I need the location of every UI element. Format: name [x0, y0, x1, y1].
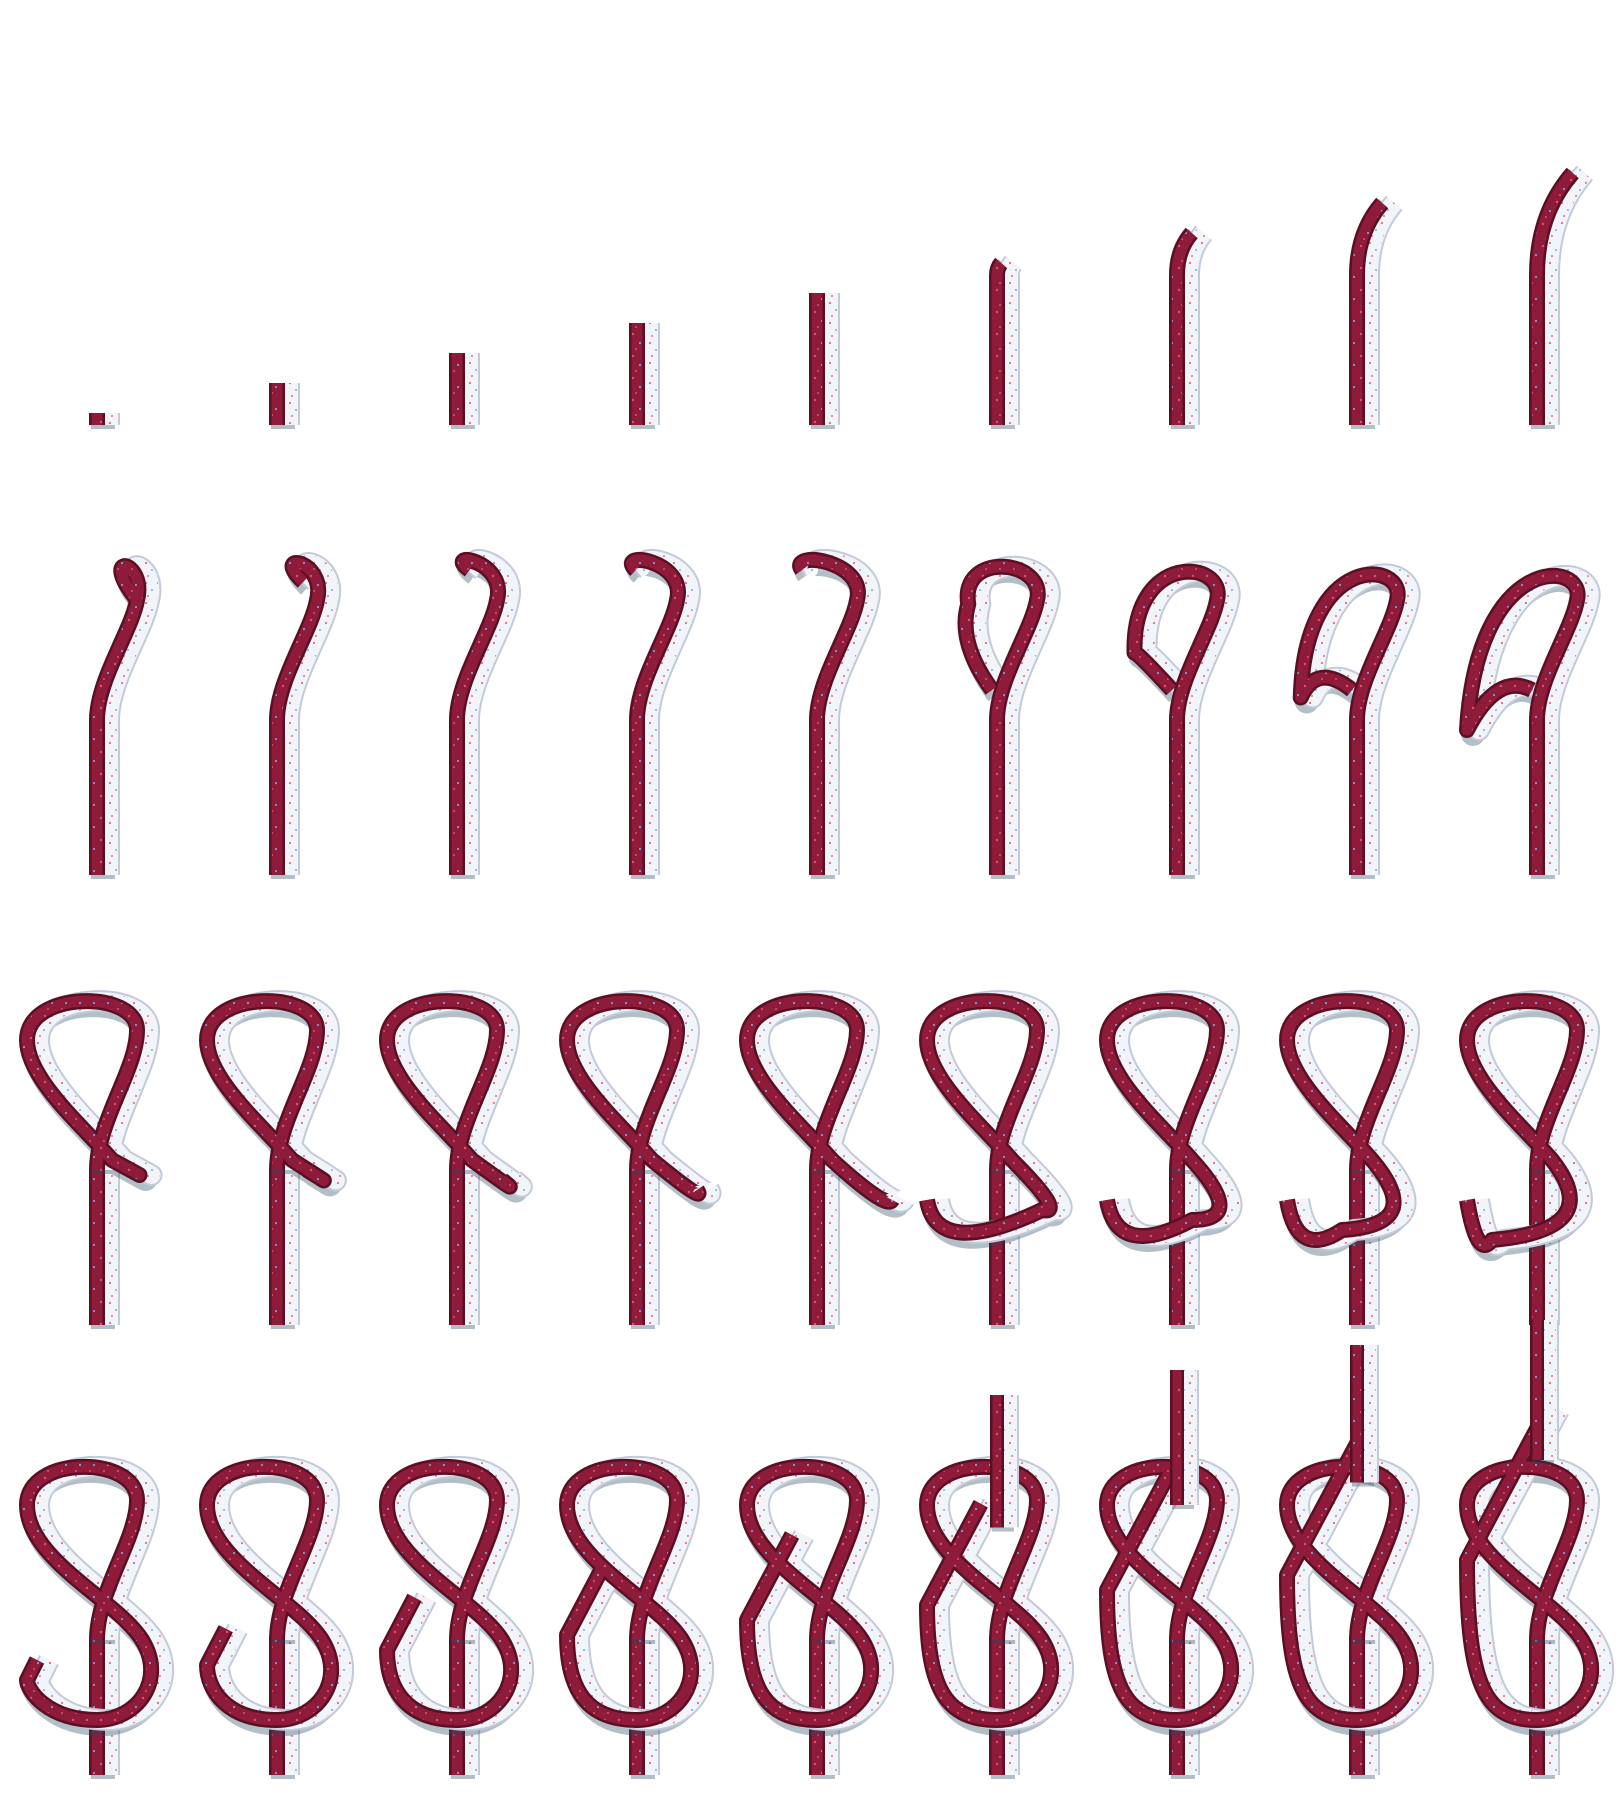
- knot-frame-32: [739, 1455, 895, 1779]
- knot-frame-16: [1126, 560, 1241, 879]
- knot-frame-31: [559, 1455, 715, 1779]
- knot-frame-30: [379, 1455, 535, 1779]
- knot-frame-10: [89, 555, 162, 879]
- knot-frame-24: [919, 990, 1073, 1329]
- knot-frame-9: [1529, 165, 1594, 429]
- knot-frame-14: [792, 549, 881, 879]
- knot-frame-29: [199, 1455, 355, 1779]
- knot-frame-19: [19, 990, 163, 1329]
- knot-frame-33: [919, 1395, 1075, 1779]
- knot-frame-12: [449, 549, 521, 879]
- knot-frame-26: [1279, 990, 1420, 1329]
- knot-frame-18: [1459, 565, 1601, 879]
- knot-frame-21: [379, 990, 533, 1329]
- knot-frame-13: [624, 549, 701, 879]
- knot-frame-4: [629, 323, 660, 429]
- knot-frame-28: [19, 1455, 175, 1779]
- knot-frame-15: [957, 555, 1061, 879]
- knot-frame-23: [739, 990, 914, 1329]
- knot-frame-20: [199, 990, 347, 1329]
- knot-frame-11: [269, 552, 342, 879]
- knot-frame-3: [449, 353, 480, 429]
- knot-frame-36: [1459, 1320, 1615, 1779]
- knot-frame-22: [559, 990, 722, 1329]
- knot-frame-5: [809, 293, 840, 429]
- knot-frame-8: [1349, 195, 1403, 429]
- knot-frame-1: [89, 413, 120, 429]
- knot-frame-25: [1099, 990, 1243, 1329]
- knot-frame-34: [1099, 1370, 1255, 1779]
- knot-frame-2: [269, 383, 300, 429]
- knot-frame-6: [989, 255, 1022, 429]
- knot-frame-27: [1459, 990, 1600, 1329]
- knot-frame-35: [1279, 1345, 1435, 1779]
- knot-frame-17: [1292, 563, 1421, 879]
- knot-frame-7: [1169, 225, 1213, 429]
